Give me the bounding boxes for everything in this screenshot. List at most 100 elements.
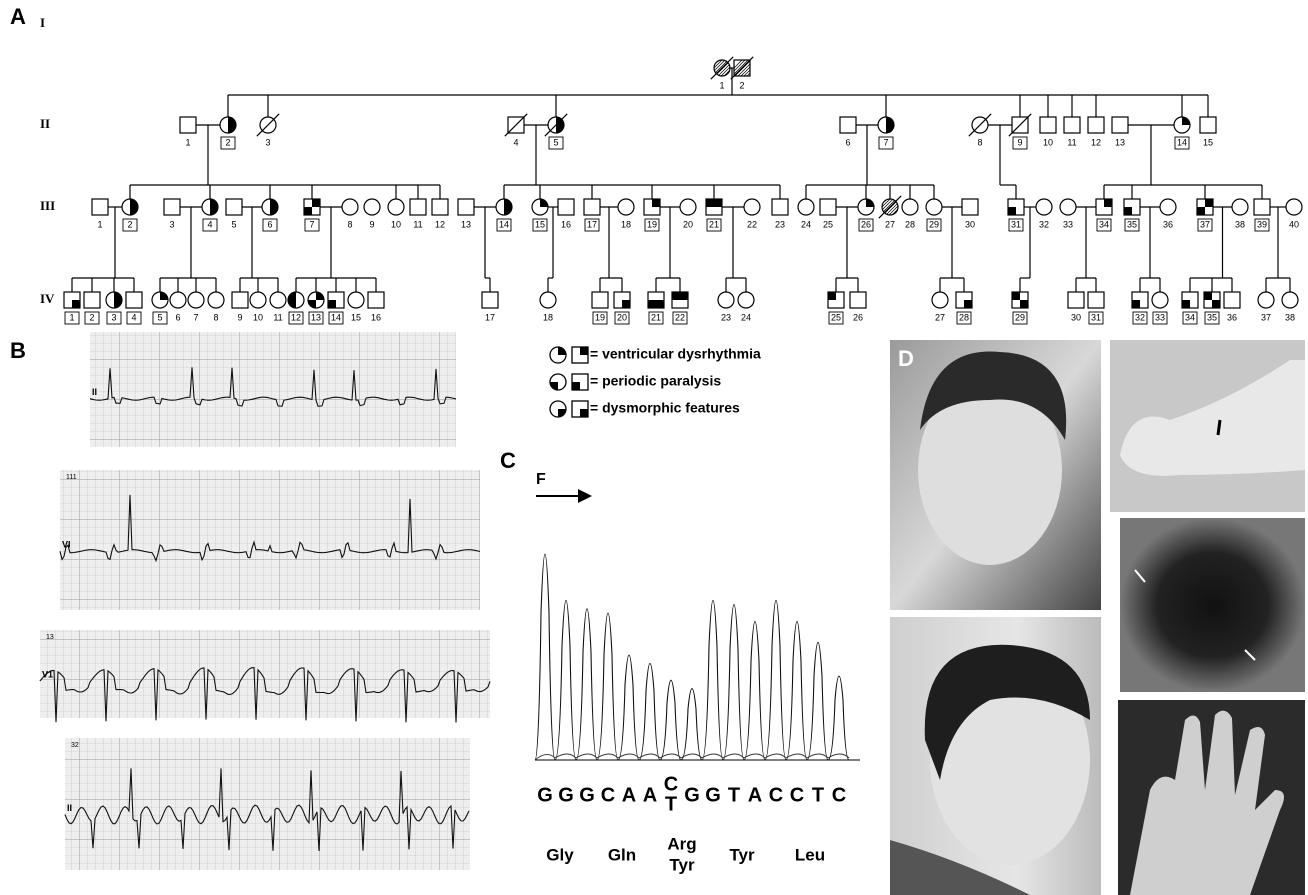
- individual-number: 22: [747, 219, 757, 229]
- individual-number: 16: [561, 219, 571, 229]
- hatch: [743, 69, 750, 76]
- individual: 34: [1181, 291, 1199, 325]
- individual: 32: [1035, 198, 1053, 229]
- base: C: [790, 784, 804, 806]
- id-box: [858, 218, 874, 232]
- individual: 4: [504, 113, 528, 147]
- individual-number: 19: [647, 219, 657, 229]
- female-symbol: [877, 116, 895, 134]
- individual-number: 35: [1207, 312, 1217, 322]
- arrow-head: [578, 489, 592, 503]
- female-symbol: [169, 291, 187, 309]
- individual: 15: [1199, 116, 1217, 147]
- individual: 39: [1253, 198, 1271, 232]
- individual-number: 28: [905, 219, 915, 229]
- individual-number: 8: [213, 312, 218, 322]
- male-symbol: [367, 291, 385, 309]
- female-symbol: [539, 291, 557, 309]
- panel-label: A: [10, 4, 26, 29]
- male-symbol: [327, 291, 345, 309]
- female-symbol: [679, 198, 697, 216]
- hatch: [891, 199, 898, 215]
- individual: 13: [307, 291, 325, 325]
- female-symbol: [713, 59, 731, 77]
- ecg-grid: [60, 470, 480, 610]
- affected-quadrant: [160, 292, 168, 300]
- female-symbol: [259, 116, 277, 134]
- individual: 40: [1285, 198, 1303, 229]
- individual: 5: [544, 113, 568, 150]
- male-symbol: [1199, 116, 1217, 134]
- individual-number: 1: [719, 80, 724, 90]
- id-box: [1012, 136, 1028, 150]
- male-symbol: [671, 291, 689, 309]
- female-symbol: [617, 198, 635, 216]
- male-symbol: [125, 291, 143, 309]
- female-symbol: [547, 116, 565, 134]
- affected-quadrant: [714, 199, 722, 207]
- individual-number: 24: [801, 219, 811, 229]
- individual: 15: [531, 198, 549, 232]
- individual: 5: [151, 291, 169, 325]
- individual: 4: [125, 291, 143, 325]
- individual-number: 8: [977, 137, 982, 147]
- id-box: [122, 218, 138, 232]
- affected-quadrant: [828, 292, 836, 300]
- female-symbol: [1035, 198, 1053, 216]
- individual: 36: [1223, 291, 1241, 322]
- deceased-slash: [730, 56, 754, 80]
- id-box: [1152, 311, 1168, 325]
- individual: 10: [387, 198, 405, 229]
- affected-quadrant: [1008, 207, 1016, 215]
- affected-quadrant: [540, 199, 548, 207]
- id-box: [584, 218, 600, 232]
- affected-quadrant: [556, 125, 564, 133]
- female-symbol: [1173, 116, 1191, 134]
- female-symbol: [737, 291, 755, 309]
- individual: 3: [105, 291, 123, 325]
- legend-quadrant: [550, 382, 558, 390]
- male-symbol: [705, 198, 723, 216]
- base: T: [812, 784, 824, 806]
- individual: 7: [877, 116, 895, 150]
- id-box: [1197, 218, 1213, 232]
- female-symbol: [207, 291, 225, 309]
- generation-label: III: [40, 198, 55, 213]
- individual-number: 23: [721, 312, 731, 322]
- individual-number: 34: [1185, 312, 1195, 322]
- affected-quadrant: [1204, 292, 1212, 300]
- affected-quadrant: [1012, 292, 1020, 300]
- individual-number: 35: [1127, 219, 1137, 229]
- individual-number: 40: [1289, 219, 1299, 229]
- id-box: [672, 311, 688, 325]
- individual-number: 25: [823, 219, 833, 229]
- affected-quadrant: [648, 300, 656, 308]
- id-box: [202, 218, 218, 232]
- panel-label: C: [500, 448, 516, 473]
- individual: 12: [287, 291, 305, 325]
- hatch: [734, 60, 750, 76]
- male-symbol: [583, 198, 601, 216]
- arrow: [1216, 419, 1222, 436]
- base-top: C: [664, 773, 678, 795]
- deceased-slash: [710, 56, 734, 80]
- male-symbol: [733, 59, 751, 77]
- male-symbol: [1011, 291, 1029, 309]
- male-symbol: [557, 198, 575, 216]
- female-symbol: [121, 198, 139, 216]
- id-box: [644, 218, 660, 232]
- male-symbol: [1253, 198, 1271, 216]
- individual-number: 7: [309, 219, 314, 229]
- individual-number: 6: [267, 219, 272, 229]
- base: C: [832, 784, 846, 806]
- trace: [534, 553, 850, 761]
- individual: 19: [643, 198, 661, 232]
- individual: 9: [363, 198, 381, 229]
- base: G: [684, 784, 700, 806]
- hatch: [714, 60, 723, 76]
- individual: 26: [849, 291, 867, 322]
- affected-quadrant: [270, 199, 278, 207]
- individual-number: 4: [513, 137, 518, 147]
- male-symbol: [1196, 198, 1214, 216]
- female-symbol: [261, 198, 279, 216]
